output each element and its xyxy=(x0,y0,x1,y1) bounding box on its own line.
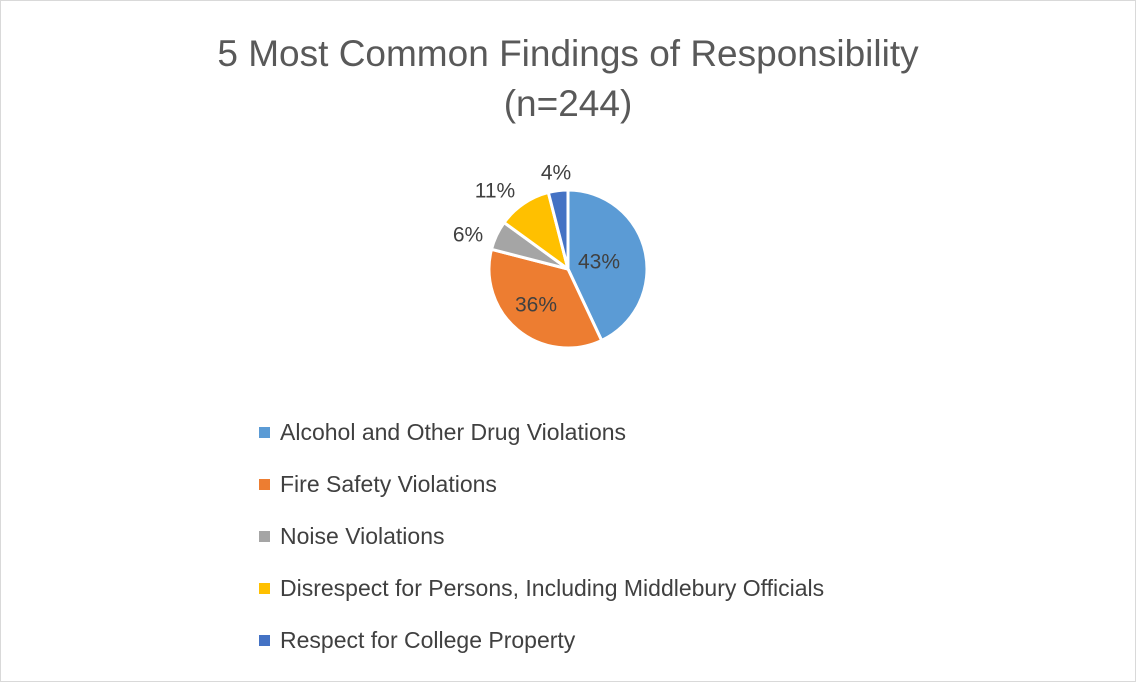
legend-item-disrespect: Disrespect for Persons, Including Middle… xyxy=(259,562,824,614)
data-label-alcohol: 43% xyxy=(578,251,620,274)
chart-legend: Alcohol and Other Drug Violations Fire S… xyxy=(259,406,824,666)
legend-swatch xyxy=(259,530,270,542)
pie-slice-college-property xyxy=(546,188,570,270)
pie-slice-alcohol xyxy=(566,188,649,343)
legend-item-alcohol: Alcohol and Other Drug Violations xyxy=(259,406,824,458)
legend-item-fire-safety: Fire Safety Violations xyxy=(259,458,824,510)
chart-title: 5 Most Common Findings of Responsibility… xyxy=(1,29,1135,129)
legend-label: Disrespect for Persons, Including Middle… xyxy=(280,574,825,601)
legend-label: Alcohol and Other Drug Violations xyxy=(280,418,627,445)
legend-swatch xyxy=(259,582,270,594)
legend-item-noise: Noise Violations xyxy=(259,510,824,562)
legend-swatch xyxy=(259,478,270,490)
legend-label: Noise Violations xyxy=(280,522,445,549)
data-label-noise: 6% xyxy=(453,224,483,247)
data-label-disrespect: 11% xyxy=(475,180,515,203)
chart-title-line1: 5 Most Common Findings of Responsibility xyxy=(217,33,919,74)
legend-item-college-property: Respect for College Property xyxy=(259,614,824,666)
legend-label: Fire Safety Violations xyxy=(280,470,497,497)
legend-swatch xyxy=(259,634,270,646)
pie-chart: 43% 36% 6% 11% 4% xyxy=(453,162,649,350)
data-label-fire-safety: 36% xyxy=(515,294,557,317)
pie-slice-fire-safety xyxy=(487,247,604,350)
chart-title-line2: (n=244) xyxy=(503,83,633,124)
legend-swatch xyxy=(259,426,270,438)
legend-label: Respect for College Property xyxy=(280,626,576,653)
data-label-college-property: 4% xyxy=(541,162,571,185)
